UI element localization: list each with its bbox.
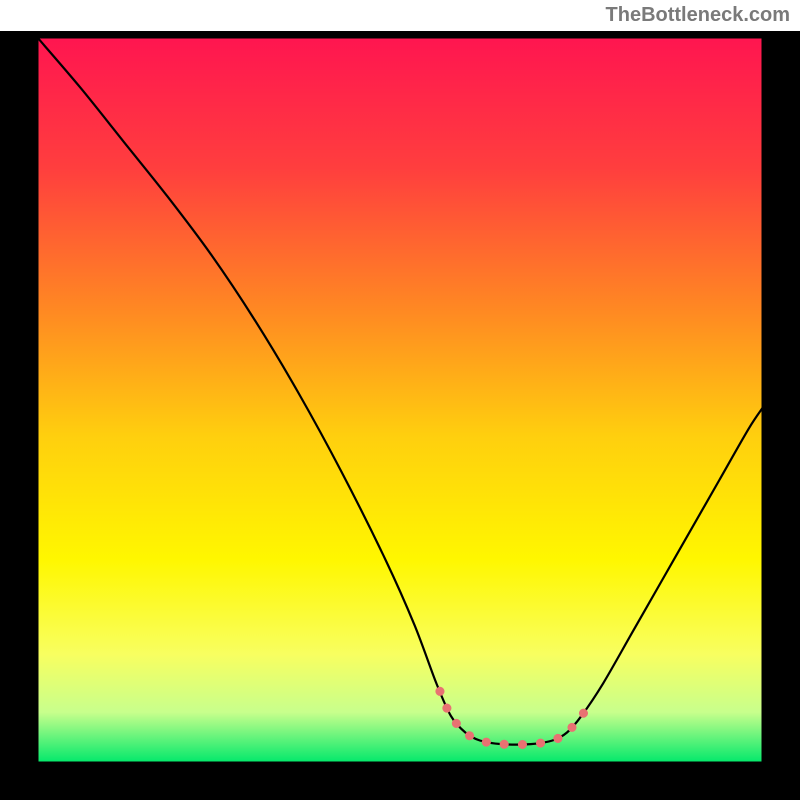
plot-background <box>37 37 763 763</box>
chart-container: TheBottleneck.com <box>0 0 800 800</box>
attribution-text: TheBottleneck.com <box>606 4 790 27</box>
chart-svg <box>0 0 800 800</box>
